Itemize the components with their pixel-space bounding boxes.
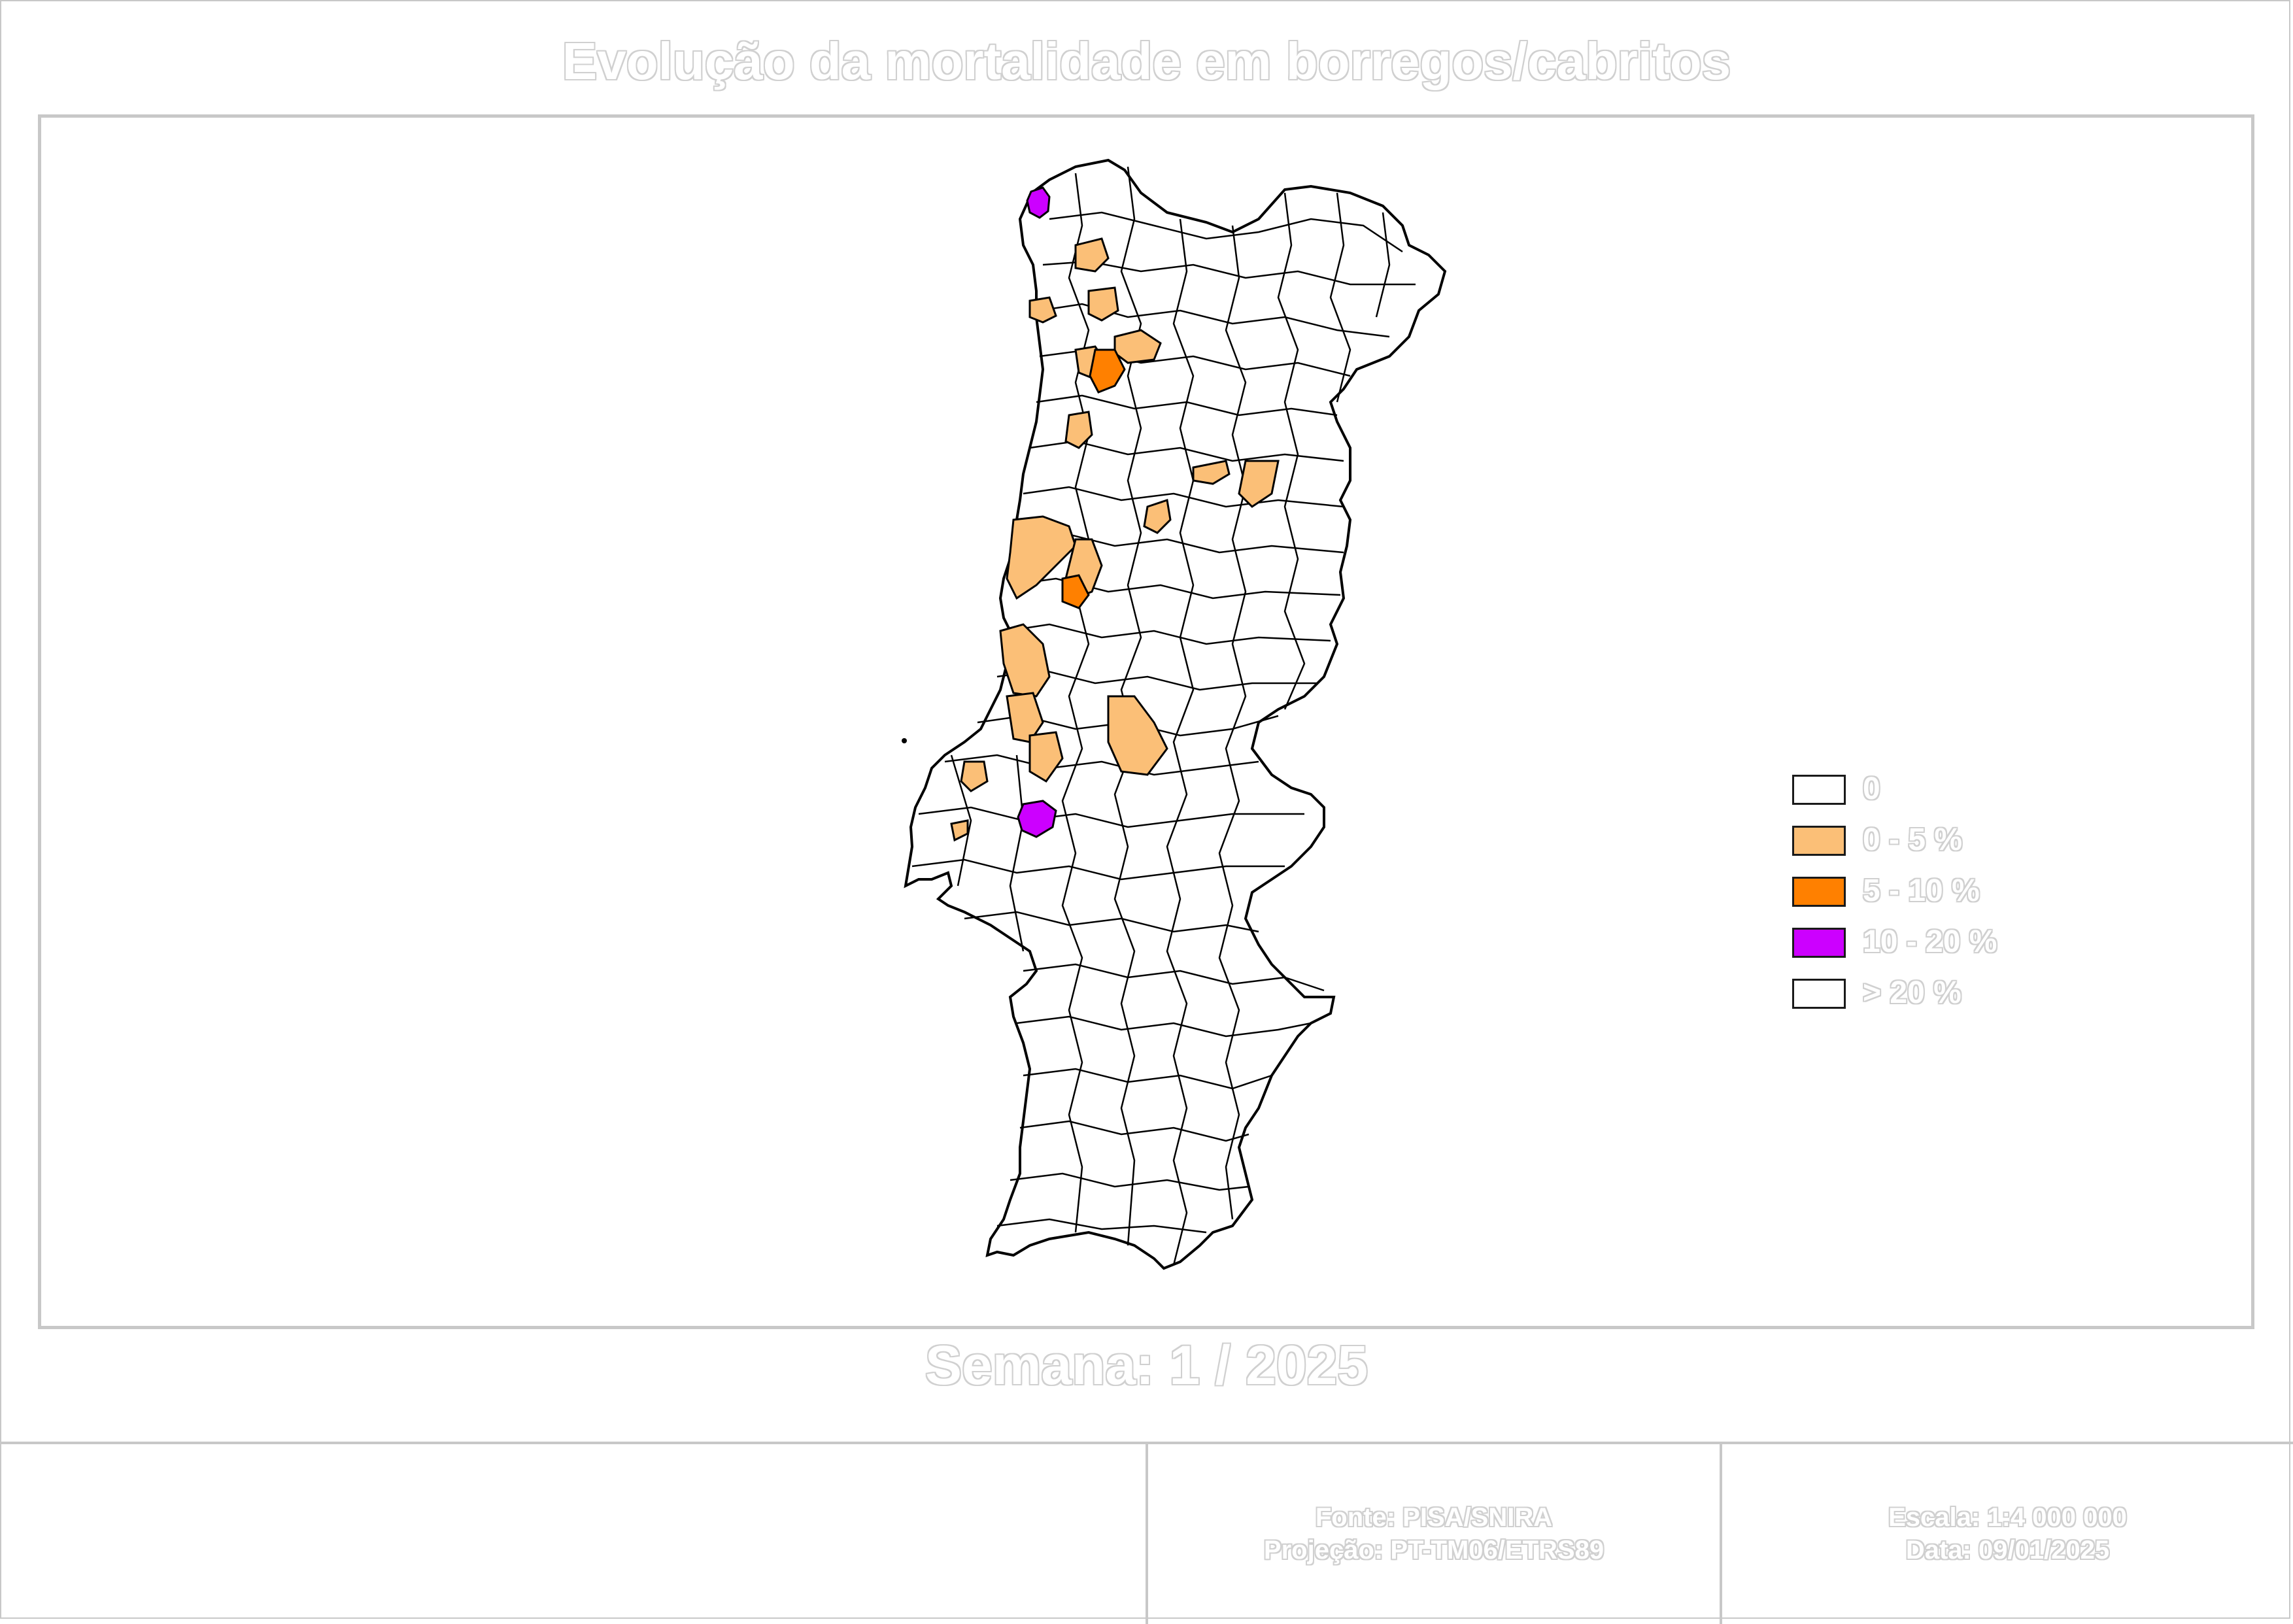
region-orange-2 xyxy=(1061,574,1090,609)
legend-label-zero: 0 xyxy=(1863,771,1880,806)
region-light-2 xyxy=(1087,286,1119,322)
region-light-3 xyxy=(1028,296,1057,324)
footer-projection-text: Projeção: PT-TM06/ETRS89 xyxy=(1263,1536,1605,1565)
region-light-10 xyxy=(1006,515,1077,600)
legend-label-0-5: 0 - 5 % xyxy=(1863,822,1963,857)
footer-date-text: Data: 09/01/2025 xyxy=(1905,1536,2110,1565)
legend-label-5-10: 5 - 10 % xyxy=(1863,873,1980,908)
region-light-12 xyxy=(999,623,1051,698)
region-light-15 xyxy=(1107,695,1168,776)
region-orange-1 xyxy=(1089,348,1126,394)
footer: Fonte: PISA/SNIRA Projeção: PT-TM06/ETRS… xyxy=(0,1442,2293,1624)
region-light-1 xyxy=(1074,237,1110,273)
footer-scale-cell: Escala: 1:4 000 000 Data: 09/01/2025 xyxy=(1720,1444,2293,1624)
legend-swatch-10-20 xyxy=(1792,928,1846,958)
legend-swatch-5-10 xyxy=(1792,877,1846,907)
portugal-map xyxy=(902,158,1447,1270)
region-purple-center xyxy=(1017,800,1057,838)
map-panel: 0 0 - 5 % 5 - 10 % 10 - 20 % > 20 % xyxy=(38,114,2254,1329)
legend-swatch-0-5 xyxy=(1792,826,1846,856)
footer-scale-text: Escala: 1:4 000 000 xyxy=(1888,1503,2127,1532)
legend-label-over-20: > 20 % xyxy=(1863,975,1962,1010)
region-light-6 xyxy=(1064,411,1093,449)
region-light-7 xyxy=(1192,460,1231,485)
region-light-9 xyxy=(1143,499,1172,534)
region-light-13 xyxy=(1006,692,1044,743)
highlighted-municipalities xyxy=(950,186,1280,842)
region-purple-north xyxy=(1026,186,1051,219)
region-light-8 xyxy=(1238,460,1280,508)
region-light-17 xyxy=(950,819,969,842)
region-light-16 xyxy=(960,760,989,792)
region-light-14 xyxy=(1028,731,1064,783)
legend-swatch-zero xyxy=(1792,775,1846,805)
map-title: Evolução da mortalidade em borregos/cabr… xyxy=(562,32,1731,90)
coastal-islet xyxy=(902,738,907,743)
mainland-outline xyxy=(904,158,1447,1270)
footer-source-text: Fonte: PISA/SNIRA xyxy=(1315,1503,1553,1532)
footer-source-cell: Fonte: PISA/SNIRA Projeção: PT-TM06/ETRS… xyxy=(1146,1444,1720,1624)
footer-logo-cell xyxy=(0,1444,1146,1624)
legend-swatch-over-20 xyxy=(1792,979,1846,1009)
week-label: Semana: 1 / 2025 xyxy=(925,1334,1368,1396)
legend-label-10-20: 10 - 20 % xyxy=(1863,924,1997,959)
